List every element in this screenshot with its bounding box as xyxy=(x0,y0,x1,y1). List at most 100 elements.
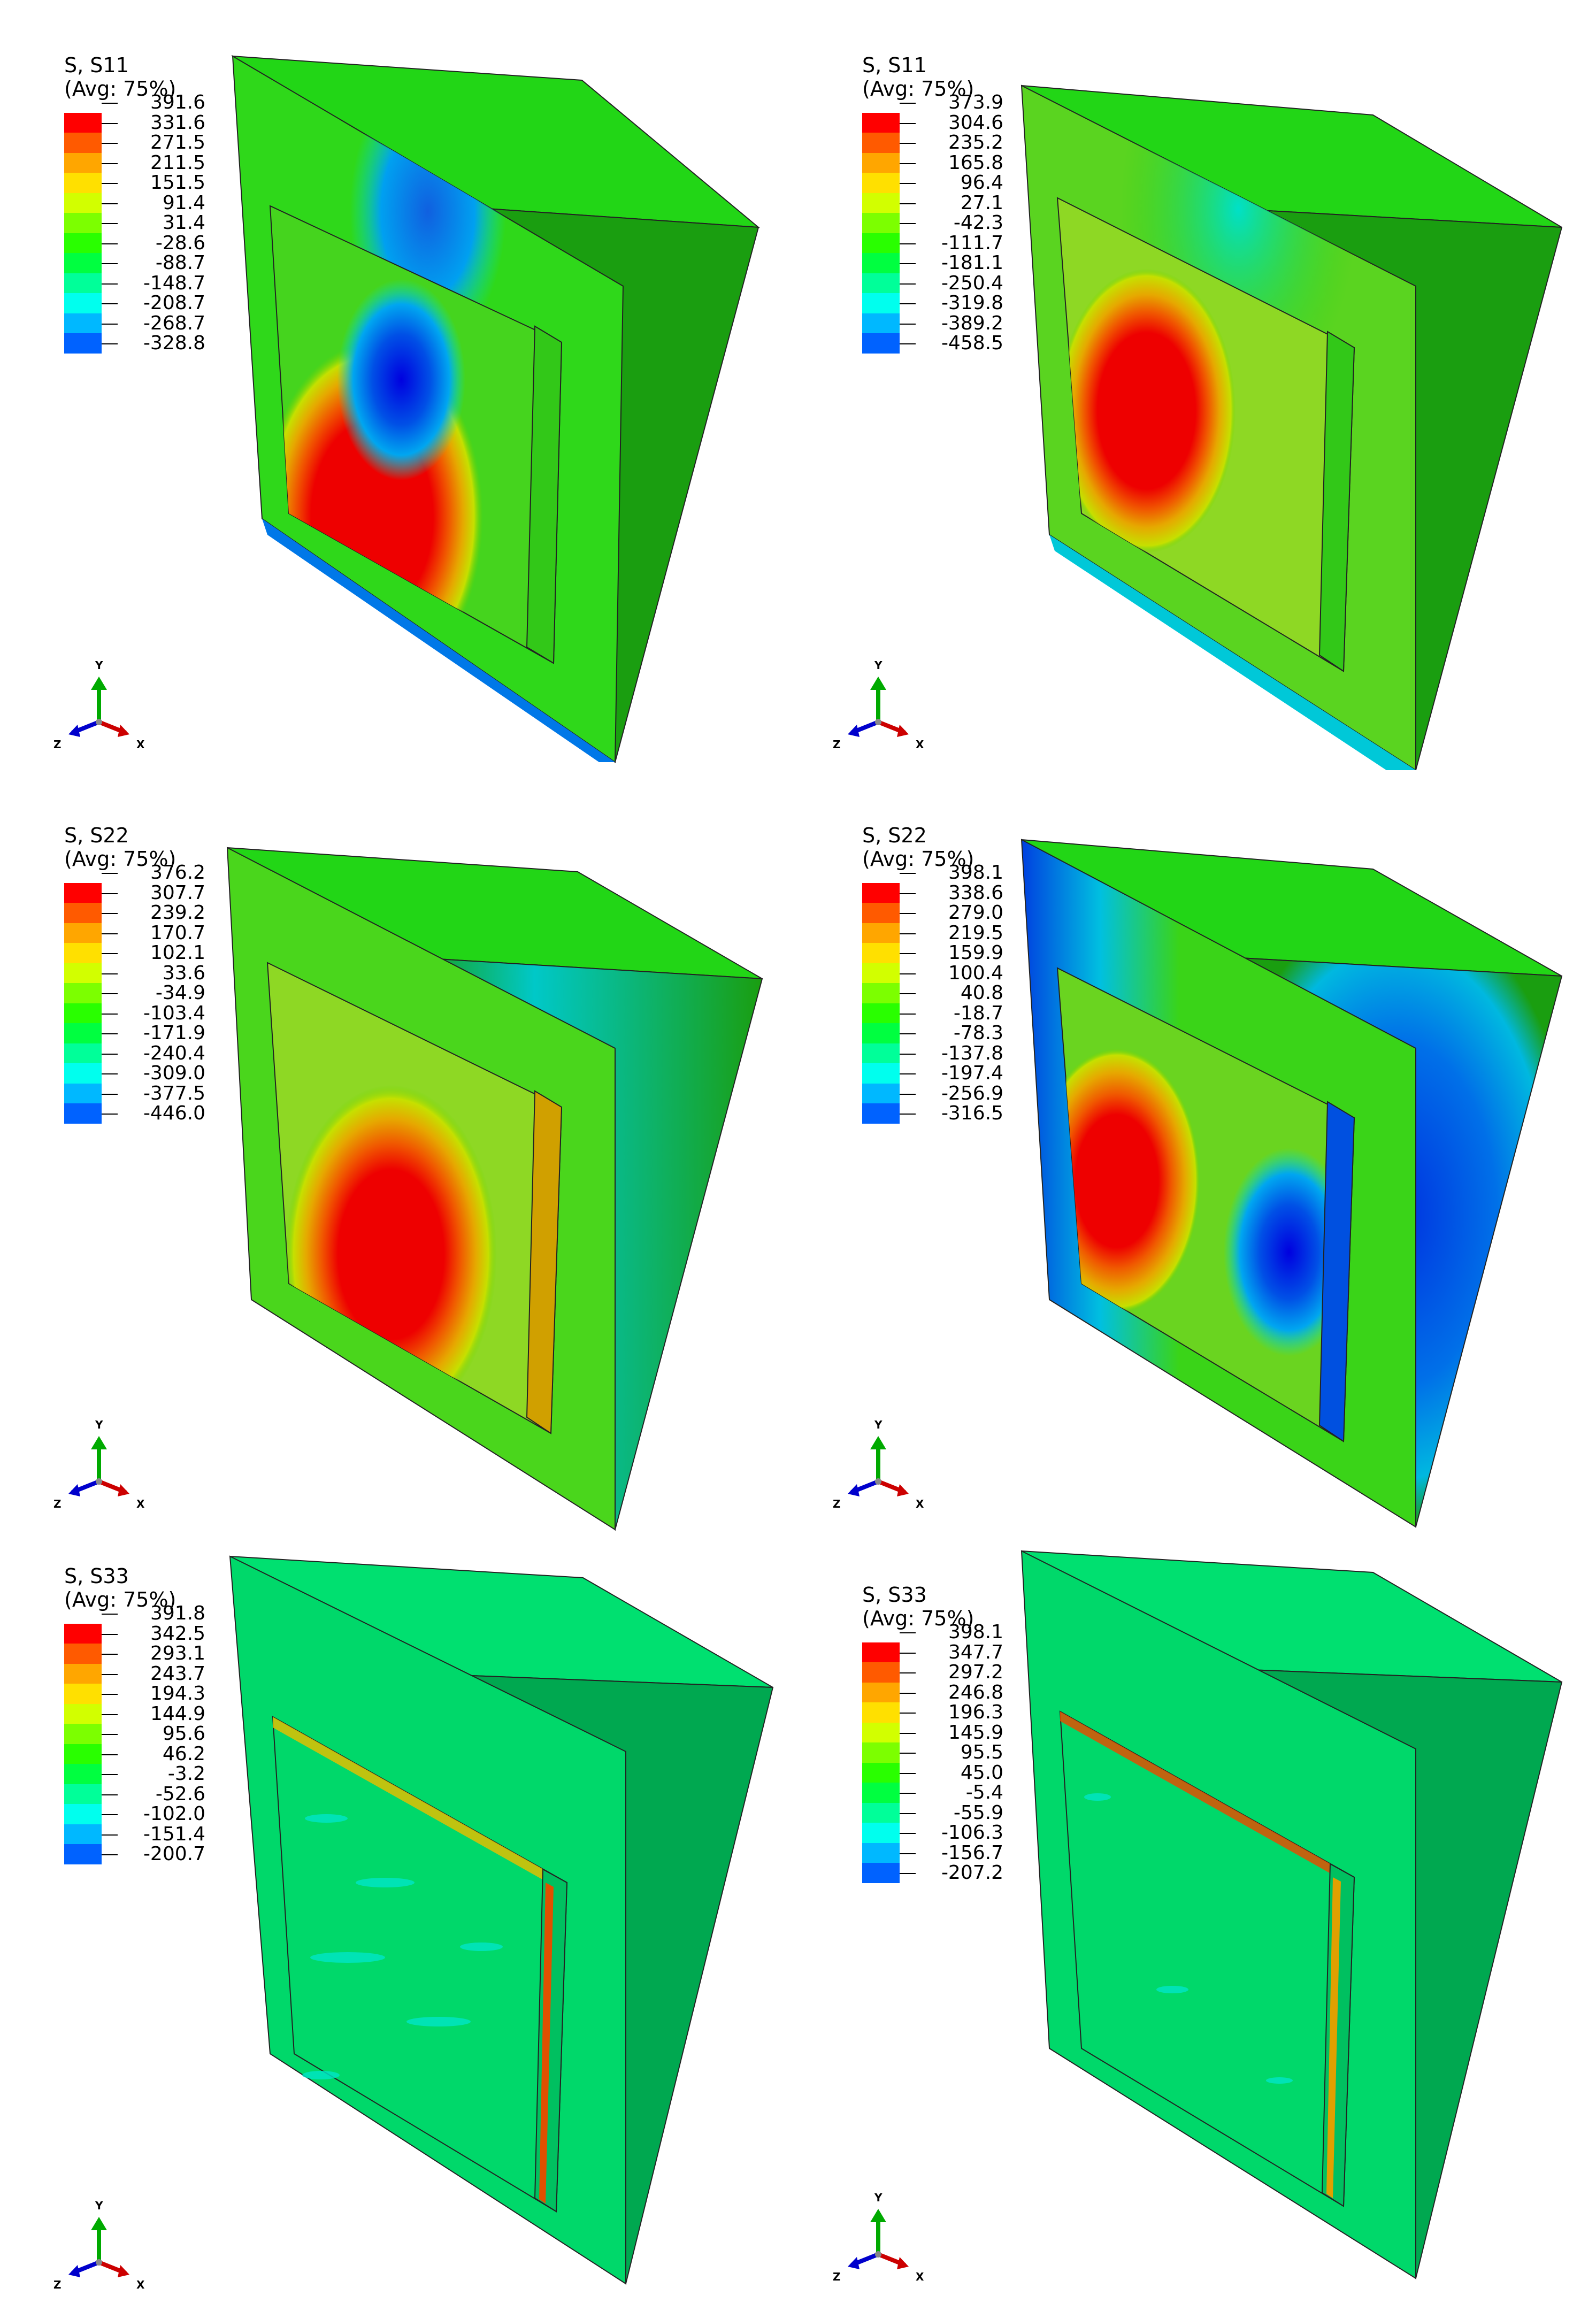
legend-tick xyxy=(102,893,118,894)
legend-tick-label: -316.5 xyxy=(941,1102,1003,1124)
legend-tick-label: 102.1 xyxy=(150,942,205,964)
legend-tick xyxy=(900,913,916,914)
stress-contour-plot xyxy=(1020,1550,1563,2280)
legend-swatch xyxy=(862,1863,900,1883)
legend-row: -458.5 xyxy=(862,333,1076,364)
legend-tick-label: 144.9 xyxy=(150,1702,205,1725)
legend-row: 297.2 xyxy=(862,1662,1076,1703)
legend-row: -250.4 xyxy=(862,273,1076,313)
legend-tick xyxy=(102,1073,118,1074)
legend-swatch xyxy=(64,943,102,963)
legend-tick xyxy=(900,143,916,144)
legend-scale: 391.8 342.5 293.1 243.7 194.3 144.9 95.6 46.2 -3… xyxy=(64,1603,278,1875)
legend-tick-label: -250.4 xyxy=(941,272,1003,294)
legend-averaging: (Avg: 75%) xyxy=(862,847,975,871)
legend-tick xyxy=(102,1654,118,1655)
legend-averaging: (Avg: 75%) xyxy=(64,77,177,101)
legend-tick-label: 391.8 xyxy=(150,1602,205,1624)
color-legend: S, S33 (Avg: 75%) 391.8 342.5 293.1 243.7 19… xyxy=(64,1564,278,1875)
legend-row: 100.4 xyxy=(862,963,1076,1003)
legend-tick-label: 95.5 xyxy=(960,1741,1003,1763)
legend-tick-label: 304.6 xyxy=(948,111,1003,134)
legend-variable: S, S22 xyxy=(862,824,927,847)
legend-tick-label: 373.9 xyxy=(948,91,1003,113)
contour-panel-s22-right: S, S22 (Avg: 75%) 398.1 338.6 279.0 219.5 15… xyxy=(798,770,1596,1540)
legend-row: 243.7 xyxy=(64,1663,278,1704)
legend-swatch xyxy=(862,1023,900,1043)
legend-swatch xyxy=(64,923,102,943)
legend-averaging: (Avg: 75%) xyxy=(862,1607,975,1630)
legend-swatch xyxy=(64,1824,102,1845)
legend-swatch xyxy=(64,273,102,294)
legend-swatch xyxy=(64,173,102,193)
legend-row: -181.1 xyxy=(862,253,1076,294)
legend-row: -156.7 xyxy=(862,1842,1076,1883)
axis-label-y: Y xyxy=(874,2191,883,2204)
legend-swatch xyxy=(862,923,900,943)
legend-swatch xyxy=(862,152,900,173)
axis-label-x: X xyxy=(136,2278,145,2291)
legend-tick xyxy=(900,1873,916,1874)
legend-row: 239.2 xyxy=(64,903,278,943)
legend-row: 96.4 xyxy=(862,173,1076,213)
legend-row: -268.7 xyxy=(64,313,278,354)
legend-tick-label: 246.8 xyxy=(948,1681,1003,1703)
legend-tick xyxy=(102,1614,118,1615)
contour-panel-s22-left: S, S22 (Avg: 75%) 376.2 307.7 239.2 170.7 10… xyxy=(0,770,798,1540)
legend-row: -256.9 xyxy=(862,1083,1076,1124)
legend-tick xyxy=(900,893,916,894)
legend-tick xyxy=(900,243,916,244)
legend-swatch xyxy=(64,253,102,273)
legend-row: 165.8 xyxy=(862,152,1076,193)
axis-label-y: Y xyxy=(874,1418,883,1431)
legend-tick-label: -240.4 xyxy=(143,1042,205,1064)
legend-row: -389.2 xyxy=(862,313,1076,354)
legend-tick-label: -207.2 xyxy=(941,1862,1003,1884)
legend-row: 151.5 xyxy=(64,173,278,213)
legend-tick-label: -256.9 xyxy=(941,1082,1003,1104)
legend-tick xyxy=(102,1734,118,1735)
legend-row: -240.4 xyxy=(64,1043,278,1084)
legend-tick-label: -111.7 xyxy=(941,232,1003,254)
legend-tick-label: -156.7 xyxy=(941,1841,1003,1864)
legend-row: -328.8 xyxy=(64,333,278,364)
legend-tick-label: 243.7 xyxy=(150,1662,205,1685)
legend-swatch xyxy=(64,1724,102,1744)
axis-label-z: Z xyxy=(833,2270,841,2283)
legend-swatch xyxy=(862,1722,900,1743)
legend-tick xyxy=(900,183,916,184)
legend-tick xyxy=(900,1652,916,1654)
legend-tick xyxy=(102,263,118,264)
legend-tick-label: 307.7 xyxy=(150,881,205,904)
legend-swatch xyxy=(64,1804,102,1824)
legend-row: -88.7 xyxy=(64,253,278,294)
legend-row: -319.8 xyxy=(862,293,1076,334)
axis-label-y: Y xyxy=(95,1418,103,1431)
legend-scale: 398.1 347.7 297.2 246.8 196.3 145.9 95.5 45.0 -5… xyxy=(862,1622,1076,1893)
legend-tick xyxy=(900,303,916,304)
legend-averaging: (Avg: 75%) xyxy=(64,847,177,871)
legend-row: 398.1 xyxy=(862,863,1076,903)
legend-swatch xyxy=(64,963,102,984)
legend-row: 376.2 xyxy=(64,863,278,903)
legend-swatch xyxy=(862,1003,900,1024)
legend-tick xyxy=(900,1853,916,1854)
legend-tick xyxy=(900,1713,916,1714)
legend-row: -151.4 xyxy=(64,1824,278,1864)
legend-tick-label: 196.3 xyxy=(948,1701,1003,1723)
legend-tick xyxy=(102,1694,118,1695)
legend-swatch xyxy=(64,1784,102,1805)
legend-tick xyxy=(102,122,118,124)
legend-swatch xyxy=(862,1842,900,1863)
legend-tick xyxy=(900,283,916,285)
legend-swatch xyxy=(64,1063,102,1084)
legend-tick-label: -106.3 xyxy=(941,1822,1003,1844)
legend-tick-label: -181.1 xyxy=(941,252,1003,274)
legend-tick xyxy=(900,993,916,994)
legend-tick-label: 219.5 xyxy=(948,922,1003,944)
legend-tick xyxy=(900,973,916,974)
legend-tick-label: 271.5 xyxy=(150,132,205,153)
axis-label-x: X xyxy=(136,1498,145,1510)
legend-tick-label: -151.4 xyxy=(143,1823,205,1845)
legend-row: 27.1 xyxy=(862,193,1076,233)
